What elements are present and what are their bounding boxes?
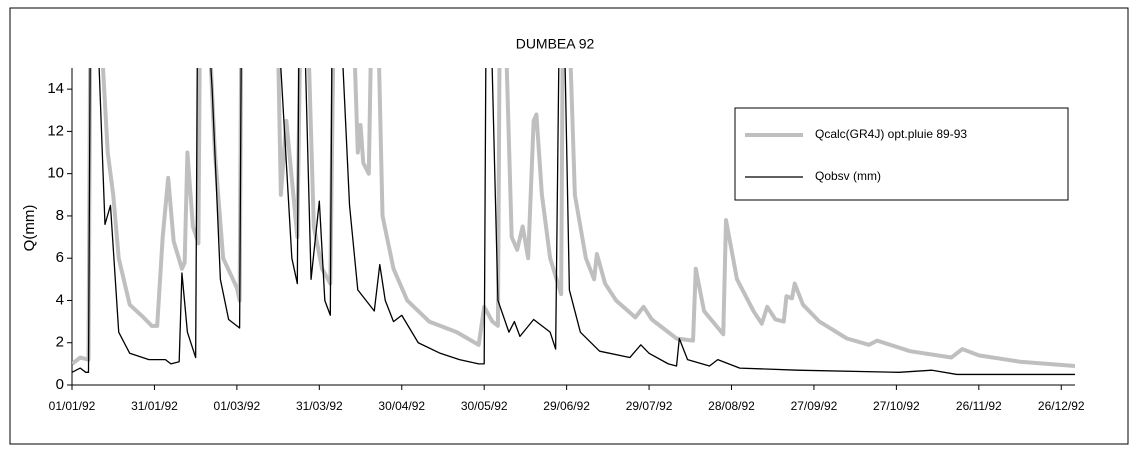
y-tick-label: 10 [47, 165, 64, 182]
plot-area [72, 68, 1075, 376]
x-tick-label: 26/12/92 [1038, 399, 1085, 413]
x-tick-label: 28/08/92 [708, 399, 755, 413]
y-axis-label: Q(mm) [21, 205, 38, 252]
x-tick-label: 30/04/92 [378, 399, 425, 413]
x-tick-label: 31/01/92 [131, 399, 178, 413]
x-tick-label: 27/10/92 [873, 399, 920, 413]
legend-label: Qcalc(GR4J) opt.pluie 89-93 [815, 127, 967, 141]
legend-label: Qobsv (mm) [815, 169, 881, 183]
x-tick-label: 31/03/92 [296, 399, 343, 413]
y-tick-label: 4 [56, 291, 64, 308]
y-tick-label: 6 [56, 249, 64, 266]
y-tick-label: 0 [56, 376, 64, 393]
x-tick-label: 30/05/92 [461, 399, 508, 413]
y-tick-label: 2 [56, 334, 64, 351]
x-tick-label: 29/06/92 [543, 399, 590, 413]
chart-title: DUMBEA 92 [516, 36, 595, 52]
x-tick-label: 01/01/92 [49, 399, 96, 413]
series-line [72, 68, 1075, 376]
x-tick-label: 27/09/92 [791, 399, 838, 413]
x-tick-label: 26/11/92 [956, 399, 1002, 413]
y-tick-label: 12 [47, 122, 64, 139]
x-tick-label: 01/03/92 [214, 399, 261, 413]
series-line [72, 68, 1075, 368]
y-tick-label: 8 [56, 207, 64, 224]
x-tick-label: 29/07/92 [626, 399, 673, 413]
y-tick-label: 14 [47, 80, 64, 97]
legend-box [734, 107, 1069, 201]
